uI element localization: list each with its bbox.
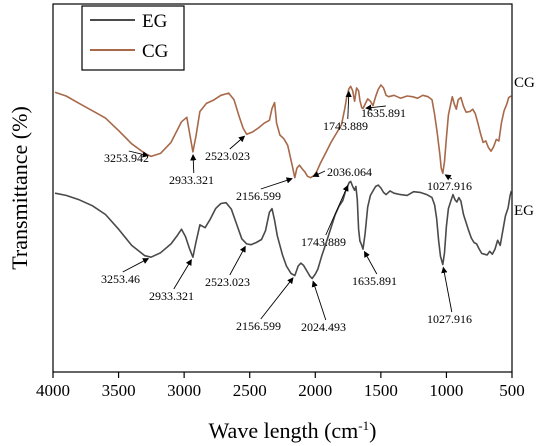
x-tick-label: 2000 xyxy=(298,381,332,400)
peak-label: 1027.916 xyxy=(427,179,472,193)
peak-label: 2024.493 xyxy=(301,320,346,334)
peak-label: 2156.599 xyxy=(236,319,281,333)
peak-arrow xyxy=(128,150,149,158)
peak-arrow xyxy=(441,266,453,313)
peak-arrow xyxy=(122,258,150,273)
peak-arrow xyxy=(364,250,378,275)
peak-arrow xyxy=(311,280,327,321)
x-tick-label: 1000 xyxy=(429,381,463,400)
peak-label: 2933.321 xyxy=(149,289,194,303)
peak-arrow xyxy=(345,90,352,120)
peak-label: 2933.321 xyxy=(169,173,214,187)
y-axis-title: Transmittance (%) xyxy=(7,106,32,270)
peak-arrow xyxy=(312,170,326,178)
peak-label: 2523.023 xyxy=(205,149,250,163)
peak-arrow xyxy=(365,104,386,111)
legend-label-cg: CG xyxy=(142,41,169,62)
peak-label: 1743.889 xyxy=(301,235,346,249)
peak-arrow xyxy=(260,177,293,190)
peak-arrow xyxy=(325,184,349,236)
series-tag-cg: CG xyxy=(514,75,535,91)
x-tick-label: 2500 xyxy=(233,381,267,400)
peak-label: 2523.023 xyxy=(205,275,250,289)
peak-label: 2036.064 xyxy=(327,165,372,179)
peak-label: 1635.891 xyxy=(361,106,406,120)
plot-frame xyxy=(52,3,513,373)
x-tick-label: 4000 xyxy=(36,381,70,400)
x-axis-title: Wave length (cm-1) xyxy=(209,418,377,443)
peak-label: 2156.599 xyxy=(236,189,281,203)
peak-arrow xyxy=(190,154,197,174)
peak-arrow xyxy=(173,258,192,290)
peak-label: 3253.46 xyxy=(101,272,140,286)
x-tick-label: 3000 xyxy=(167,381,201,400)
series-line-cg xyxy=(54,84,512,179)
x-tick-label: 500 xyxy=(499,381,525,400)
peak-label: 3253.942 xyxy=(104,151,149,165)
peak-arrow xyxy=(260,277,294,320)
peak-arrow xyxy=(229,245,246,276)
peak-arrow xyxy=(444,174,453,181)
peak-arrow xyxy=(229,135,246,150)
peak-label: 1027.916 xyxy=(427,312,472,326)
series-tag-eg: EG xyxy=(514,203,534,219)
legend-label-eg: EG xyxy=(142,11,168,32)
peak-label: 1743.889 xyxy=(323,119,368,133)
legend: EG CG xyxy=(81,5,185,71)
x-tick-label: 1500 xyxy=(364,381,398,400)
legend-box xyxy=(81,5,185,71)
series-line-eg xyxy=(54,180,513,280)
x-tick-label: 3500 xyxy=(102,381,136,400)
peak-label: 1635.891 xyxy=(352,274,397,288)
plot-area: 4000 3500 3000 2500 2000 1500 1000 500 Wave leng… xyxy=(7,3,535,443)
